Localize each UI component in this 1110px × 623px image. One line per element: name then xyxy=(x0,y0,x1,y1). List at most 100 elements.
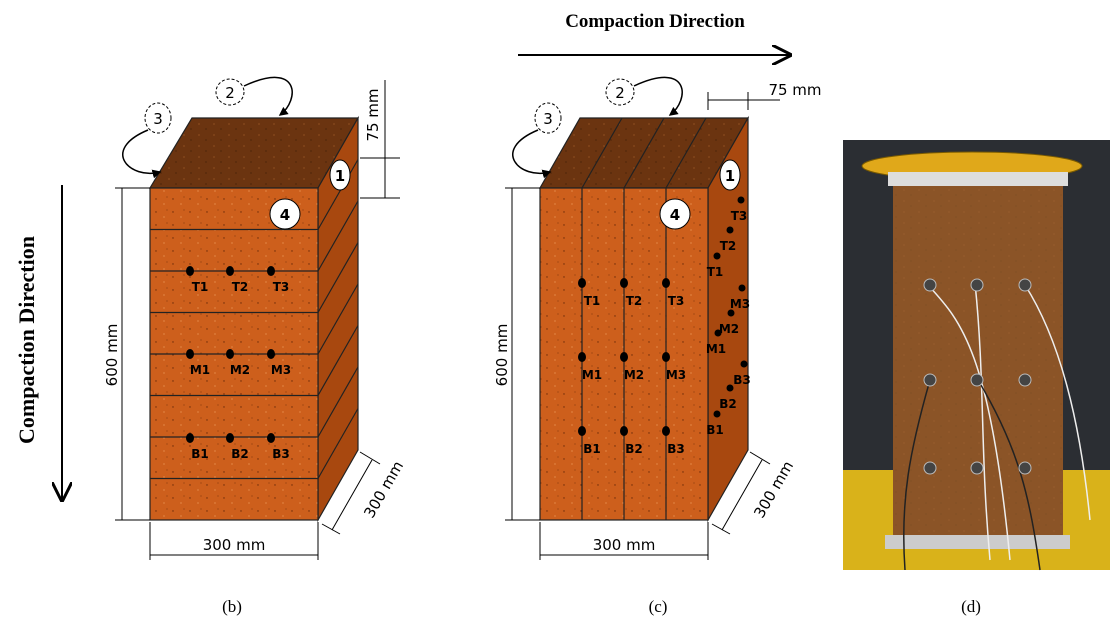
layer-line xyxy=(317,366,359,438)
sensor-label: T3 xyxy=(273,280,290,294)
sensor xyxy=(662,426,670,436)
sensor-label: M3 xyxy=(730,297,750,311)
sensor xyxy=(662,352,670,362)
layer-line xyxy=(317,242,359,313)
sensor xyxy=(267,349,275,359)
face-label: 2 xyxy=(225,84,235,102)
sensor xyxy=(186,433,194,443)
sensor xyxy=(578,352,586,362)
sensor-label: B3 xyxy=(733,373,751,387)
sensor-label: T1 xyxy=(584,294,601,308)
face-arrow xyxy=(122,129,162,179)
sensor-label: T1 xyxy=(707,265,724,279)
sensor-label: M1 xyxy=(706,342,726,356)
layer-line xyxy=(317,408,359,479)
top-membrane xyxy=(888,172,1068,186)
sensor-label: T3 xyxy=(731,209,748,223)
photo-sensor xyxy=(923,373,937,387)
caption: (b) xyxy=(222,597,242,616)
dimension-label: 300 mm xyxy=(203,536,266,554)
face-label: 3 xyxy=(153,110,163,128)
sensor xyxy=(737,196,745,204)
face-marker xyxy=(605,78,635,106)
photo-sensor xyxy=(970,278,984,292)
sensor-label: B2 xyxy=(625,442,643,456)
dimension-line xyxy=(321,523,341,535)
dimension-label: 75 mm xyxy=(364,88,382,141)
soil-texture xyxy=(893,182,1063,547)
sensor-label: B3 xyxy=(272,447,290,461)
dimension-label: 600 mm xyxy=(493,324,511,387)
sensor xyxy=(620,426,628,436)
slice-line xyxy=(665,117,707,189)
face-arrow xyxy=(633,76,683,116)
sensor-label: T1 xyxy=(192,280,209,294)
sensor xyxy=(186,349,194,359)
sensor xyxy=(662,278,670,288)
face-marker xyxy=(534,102,562,134)
dimension-line xyxy=(331,459,373,531)
photo-sensor xyxy=(970,461,984,475)
photo-sensor xyxy=(923,461,937,475)
photo-sensor xyxy=(1018,373,1032,387)
face-marker xyxy=(719,159,741,191)
face-marker xyxy=(144,102,172,134)
layer-line xyxy=(317,159,359,230)
sensor xyxy=(620,352,628,362)
face-marker xyxy=(329,159,351,191)
photo xyxy=(843,140,1110,571)
face-marker xyxy=(215,78,245,106)
sensor-label: M3 xyxy=(271,363,291,377)
face-label: 1 xyxy=(335,167,345,185)
sensor-label: B1 xyxy=(191,447,209,461)
direction-label: Compaction Direction xyxy=(14,236,39,444)
sensor xyxy=(738,284,746,292)
sensor-label: M2 xyxy=(624,368,644,382)
sensor xyxy=(740,360,748,368)
direction-label: Compaction Direction xyxy=(565,11,745,32)
dimension-line xyxy=(721,459,763,531)
sensor-label: B1 xyxy=(706,423,724,437)
sensor xyxy=(267,266,275,276)
sensor-label: B2 xyxy=(719,397,737,411)
slice-line xyxy=(581,117,623,189)
dimension-label: 75 mm xyxy=(768,81,821,99)
sensor xyxy=(226,349,234,359)
dimension-line xyxy=(711,523,731,535)
layer-line xyxy=(317,283,359,355)
sensor-label: T2 xyxy=(232,280,249,294)
sensor-label: M1 xyxy=(582,368,602,382)
dimension-label: 300 mm xyxy=(593,536,656,554)
sensor xyxy=(578,278,586,288)
slice-line xyxy=(623,117,665,189)
dimension-line xyxy=(749,451,771,465)
photo-sensor xyxy=(1018,461,1032,475)
sensor-label: T3 xyxy=(668,294,685,308)
sensor xyxy=(726,226,734,234)
sensor xyxy=(713,410,721,418)
photo-sensor xyxy=(923,278,937,292)
layer-line xyxy=(317,325,359,396)
dimension-label: 600 mm xyxy=(103,324,121,387)
cables xyxy=(903,282,1091,571)
sensor-label: M3 xyxy=(666,368,686,382)
caption: (d) xyxy=(961,597,981,616)
sensor xyxy=(226,266,234,276)
photo-sensor xyxy=(970,373,984,387)
face-label: 1 xyxy=(725,167,735,185)
face-marker xyxy=(659,198,691,230)
face-label: 3 xyxy=(543,110,553,128)
panel-b: Compaction Direction T1 T2 T3 M1 M2 M3 B1 B2 B3 1… xyxy=(14,76,407,560)
sensor xyxy=(578,426,586,436)
sensor-label: M2 xyxy=(719,322,739,336)
face-label: 4 xyxy=(670,206,680,224)
sensor xyxy=(226,433,234,443)
sensor xyxy=(713,252,721,260)
sensor-label: M1 xyxy=(190,363,210,377)
caption: (c) xyxy=(649,597,668,616)
sensor xyxy=(186,266,194,276)
sensor xyxy=(727,309,735,317)
photo-sensor xyxy=(1018,278,1032,292)
panel-c: Compaction Direction T1 T2 T3 M1 M2 M3 B1 B2 B3 T… xyxy=(493,11,822,560)
